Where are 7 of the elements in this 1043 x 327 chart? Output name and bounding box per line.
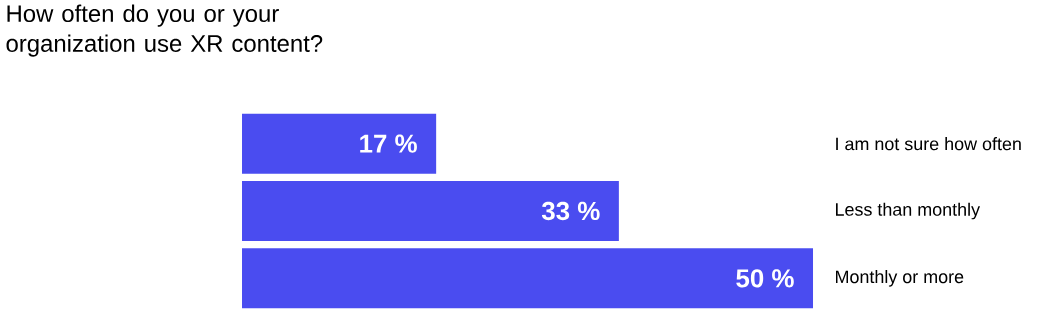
y-tick-label: I am not sure how often xyxy=(836,137,1021,151)
data-label: 50 % xyxy=(736,269,794,288)
y-tick-label: Monthly or more xyxy=(836,269,964,287)
data-label: 33 % xyxy=(541,201,600,221)
y-tick-label: Less than monthly xyxy=(836,202,981,220)
data-label: 17 % xyxy=(360,134,417,153)
chart-title: How often do you or your organization use XR content? xyxy=(6,4,323,57)
